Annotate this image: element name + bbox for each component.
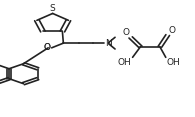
Text: OH: OH (166, 58, 180, 67)
Text: O: O (168, 26, 175, 35)
Text: O: O (44, 43, 51, 52)
Text: O: O (123, 28, 130, 37)
Text: N: N (105, 39, 112, 48)
Text: O: O (44, 43, 51, 52)
Text: S: S (50, 4, 56, 13)
Text: OH: OH (118, 58, 132, 67)
